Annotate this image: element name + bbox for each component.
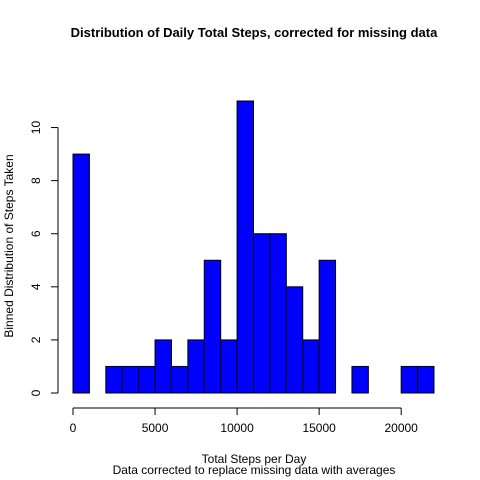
histogram-bar <box>253 233 271 394</box>
histogram-bar <box>138 365 156 394</box>
x-tick-label: 5000 <box>142 421 169 435</box>
histogram-bar <box>154 339 172 394</box>
histogram-bar <box>72 153 90 394</box>
y-tick-label: 6 <box>29 230 43 237</box>
y-tick-label: 4 <box>29 283 43 290</box>
histogram-bar <box>220 339 238 394</box>
histogram-bar <box>400 365 419 394</box>
histogram-bar <box>236 100 255 394</box>
y-axis: 0 2 4 6 8 10 <box>29 121 59 396</box>
x-tick-label: 10000 <box>220 421 254 435</box>
histogram-bar <box>203 259 222 394</box>
histogram-bar <box>417 365 435 394</box>
histogram-bar <box>269 233 287 394</box>
histogram-bar <box>121 365 140 394</box>
y-tick-label: 0 <box>29 389 43 396</box>
y-tick-label: 2 <box>29 336 43 343</box>
bars-group <box>72 100 435 394</box>
histogram-bar <box>105 365 123 394</box>
x-axis: 0 5000 10000 15000 20000 <box>70 407 418 435</box>
y-tick-label: 10 <box>29 121 43 135</box>
x-axis-subtitle: Data corrected to replace missing data w… <box>113 463 396 477</box>
histogram-bar <box>318 259 337 394</box>
histogram-bar <box>187 339 205 394</box>
y-axis-label: Binned Distribution of Steps Taken <box>2 154 16 337</box>
histogram-bar <box>170 365 189 394</box>
histogram-bar <box>351 365 369 394</box>
x-tick-label: 20000 <box>384 421 418 435</box>
x-tick-label: 0 <box>70 421 77 435</box>
x-tick-label: 15000 <box>302 421 336 435</box>
chart-title: Distribution of Daily Total Steps, corre… <box>71 25 438 40</box>
x-axis-label: Total Steps per Day <box>202 452 307 466</box>
y-tick-label: 8 <box>29 177 43 184</box>
histogram-bar <box>285 286 304 394</box>
histogram-bar <box>302 339 320 394</box>
